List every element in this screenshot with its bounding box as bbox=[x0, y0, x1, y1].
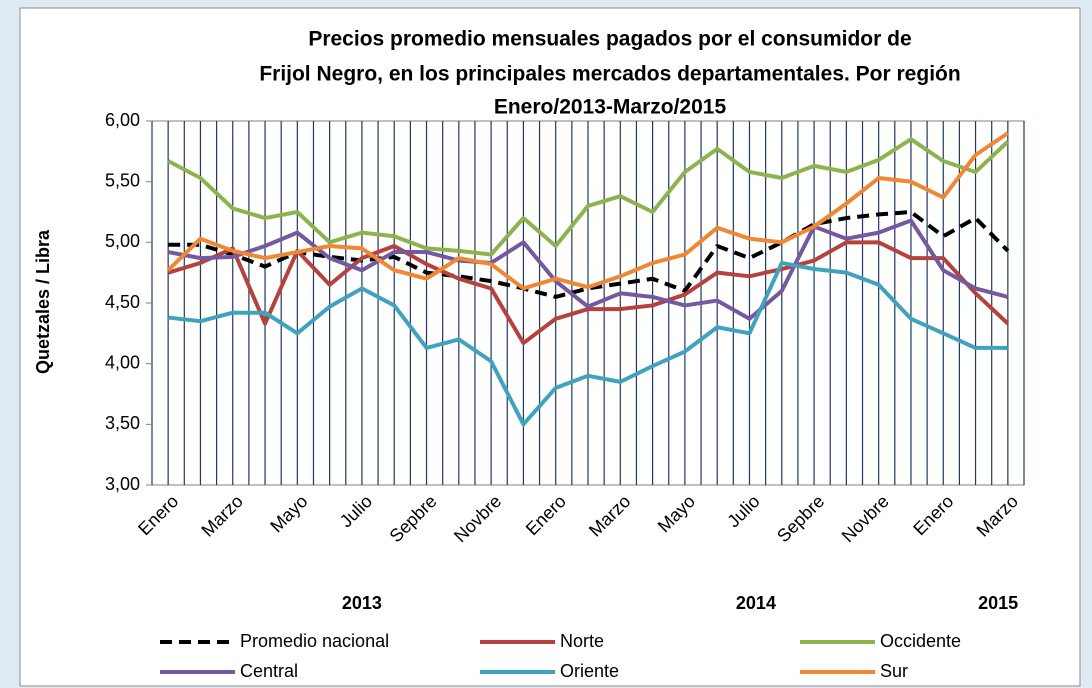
legend-label: Occidente bbox=[880, 631, 961, 651]
y-tick-label: 5,50 bbox=[105, 170, 140, 190]
year-label: 2015 bbox=[978, 593, 1018, 613]
series-line bbox=[168, 210, 1010, 299]
series-line bbox=[167, 137, 1010, 257]
series-line bbox=[167, 218, 1009, 321]
legend-label: Oriente bbox=[560, 661, 619, 681]
series-line bbox=[167, 260, 1008, 427]
year-label: 2013 bbox=[342, 593, 382, 613]
legend-label: Promedio nacional bbox=[240, 631, 389, 651]
year-label: 2014 bbox=[736, 593, 776, 613]
y-tick-label: 3,00 bbox=[105, 474, 140, 494]
chart-title: Precios promedio mensuales pagados por e… bbox=[308, 28, 911, 51]
series-line bbox=[166, 131, 1009, 291]
y-tick-label: 3,50 bbox=[105, 413, 140, 433]
legend-label: Norte bbox=[560, 631, 604, 651]
y-axis-label: Quetzales / Libra bbox=[33, 229, 53, 374]
y-tick-label: 4,00 bbox=[105, 352, 140, 372]
chart-title: Frijol Negro, en los principales mercado… bbox=[259, 63, 960, 86]
y-tick-label: 5,00 bbox=[105, 231, 140, 251]
legend-label: Central bbox=[240, 661, 298, 681]
series-line bbox=[167, 240, 1010, 346]
chart-title: Enero/2013-Marzo/2015 bbox=[494, 96, 727, 119]
legend-label: Sur bbox=[880, 661, 908, 681]
y-tick-label: 6,00 bbox=[105, 110, 140, 130]
y-tick-label: 4,50 bbox=[105, 292, 140, 312]
